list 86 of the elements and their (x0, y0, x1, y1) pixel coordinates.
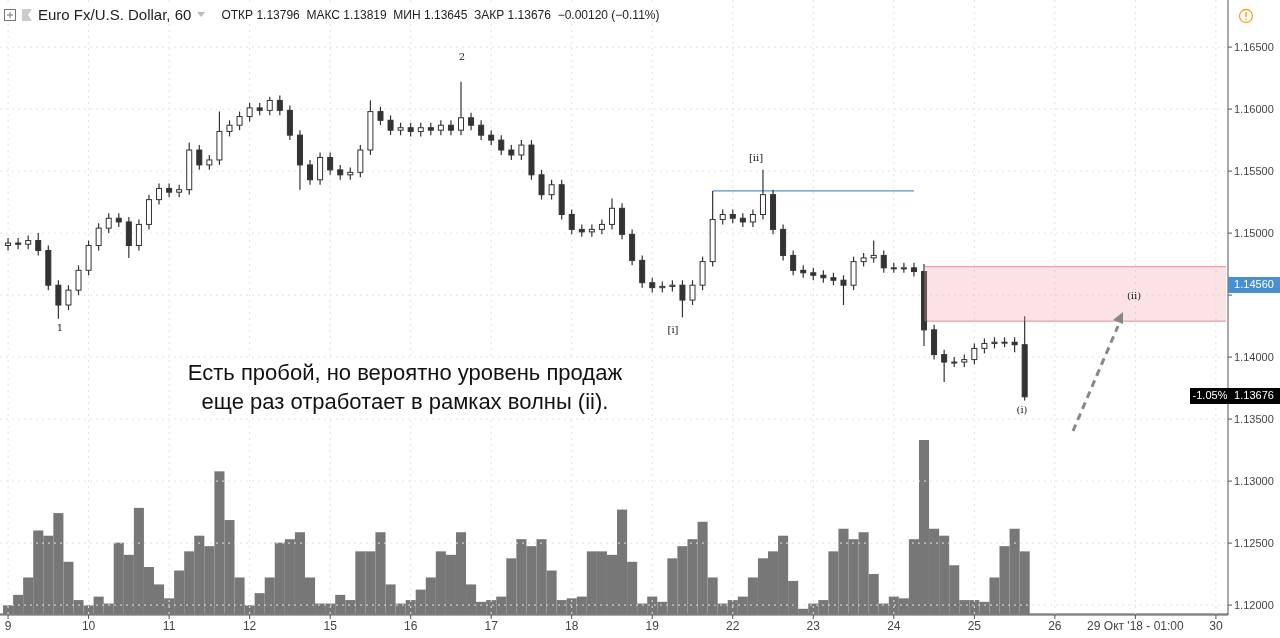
candlestick (266, 96, 273, 116)
text: 1.14560 (1234, 277, 1274, 290)
candlestick (880, 249, 887, 274)
candlestick (608, 197, 615, 230)
candlestick (447, 119, 454, 136)
candlestick (458, 81, 464, 136)
candlestick (478, 119, 485, 141)
annotation: (i) (1016, 403, 1028, 415)
y-tick-label: 1.13000 (1234, 474, 1274, 487)
candlestick (971, 342, 978, 366)
candlestick (759, 169, 766, 221)
x-tick-label: 15 (323, 618, 338, 633)
x-tick-label: 26 (1048, 618, 1062, 633)
candlestick (699, 256, 706, 291)
candlestick (639, 254, 646, 289)
candlestick (196, 144, 203, 171)
candlestick (276, 94, 283, 116)
annotation: [ii] (748, 151, 764, 163)
text: 1.13676 (1234, 388, 1274, 401)
candlestick (5, 237, 12, 252)
candlestick (568, 208, 575, 235)
annotation: -1.05% (1192, 388, 1228, 401)
y-tick-label: 1.13500 (1234, 413, 1274, 425)
candlestick (105, 212, 112, 234)
candlestick (377, 106, 384, 126)
x-tick-label: 19 (645, 618, 660, 633)
candlestick (156, 182, 163, 206)
x-tick-label: 22 (726, 618, 740, 633)
candlestick (317, 151, 324, 186)
x-tick-label: 11 (162, 618, 176, 633)
chart-title: Euro Fx/U.S. Dollar, 60 (38, 6, 192, 23)
y-tick-label: 1.15500 (1234, 165, 1274, 178)
y-tick-label: 1.16500 (1234, 41, 1274, 54)
annotation: (ii) (1126, 289, 1142, 301)
y-tick-label: 1.15000 (1234, 227, 1274, 240)
x-tick-label: 18 (565, 618, 579, 633)
candlestick (689, 279, 696, 306)
candlestick (870, 239, 877, 264)
y-tick-label: 1.14000 (1234, 351, 1274, 363)
candlestick (166, 182, 173, 198)
candlestick (35, 232, 42, 257)
candlestick (437, 119, 444, 136)
candlestick (236, 110, 243, 131)
candlestick (55, 279, 62, 320)
text: ОТКР 1.13796 МАКС 1.13819 МИН 1.13645 ЗАКР 1.13676 −0.00120 (−0.11%) (221, 7, 660, 22)
candlestick (548, 179, 555, 201)
y-tick-label: 1.12000 (1234, 598, 1274, 611)
candlestick (840, 274, 847, 306)
x-tick-label: 10 (81, 618, 96, 633)
candlestick (910, 262, 917, 278)
candlestick (65, 284, 72, 311)
candlestick (538, 169, 545, 201)
x-tick-label: 9 (4, 618, 12, 633)
annotation: [i] (667, 323, 679, 335)
x-tick-label: 30 (1209, 618, 1223, 633)
candlestick (307, 159, 314, 186)
candlestick (75, 264, 82, 296)
candlestick (387, 114, 394, 136)
candlestick (357, 144, 364, 178)
x-tick-label: 12 (242, 618, 257, 633)
candlestick (518, 139, 525, 161)
candlestick (95, 222, 102, 252)
candlestick (598, 218, 605, 235)
candlestick (498, 134, 505, 156)
x-tick-label: 29 Окт '18 - 01:00 (1087, 618, 1184, 633)
x-tick-label: 24 (887, 618, 901, 633)
x-tick-label: 23 (806, 618, 821, 633)
candlestick (327, 151, 334, 176)
annotation: 2 (458, 50, 466, 62)
x-tick-label: 25 (967, 618, 982, 633)
candlestick (941, 349, 948, 383)
y-tick-label: 1.16000 (1234, 103, 1274, 116)
candlestick (900, 262, 907, 274)
candlestick (15, 237, 22, 250)
candlestick (790, 249, 797, 276)
annotation: Есть пробой, но вероятно уровень продаж еще раз отработает в рамках волны (ii). (170, 358, 640, 416)
candlestick (246, 102, 253, 123)
candlestick (125, 216, 132, 259)
x-tick-label: 17 (484, 618, 499, 633)
annotation: 1 (56, 321, 64, 333)
candlestick (850, 256, 857, 291)
y-tick-label: 1.12500 (1234, 536, 1274, 549)
candlestick (679, 279, 686, 319)
x-tick-label: 16 (404, 618, 418, 633)
candlestick (135, 218, 142, 252)
candlestick (588, 223, 595, 238)
